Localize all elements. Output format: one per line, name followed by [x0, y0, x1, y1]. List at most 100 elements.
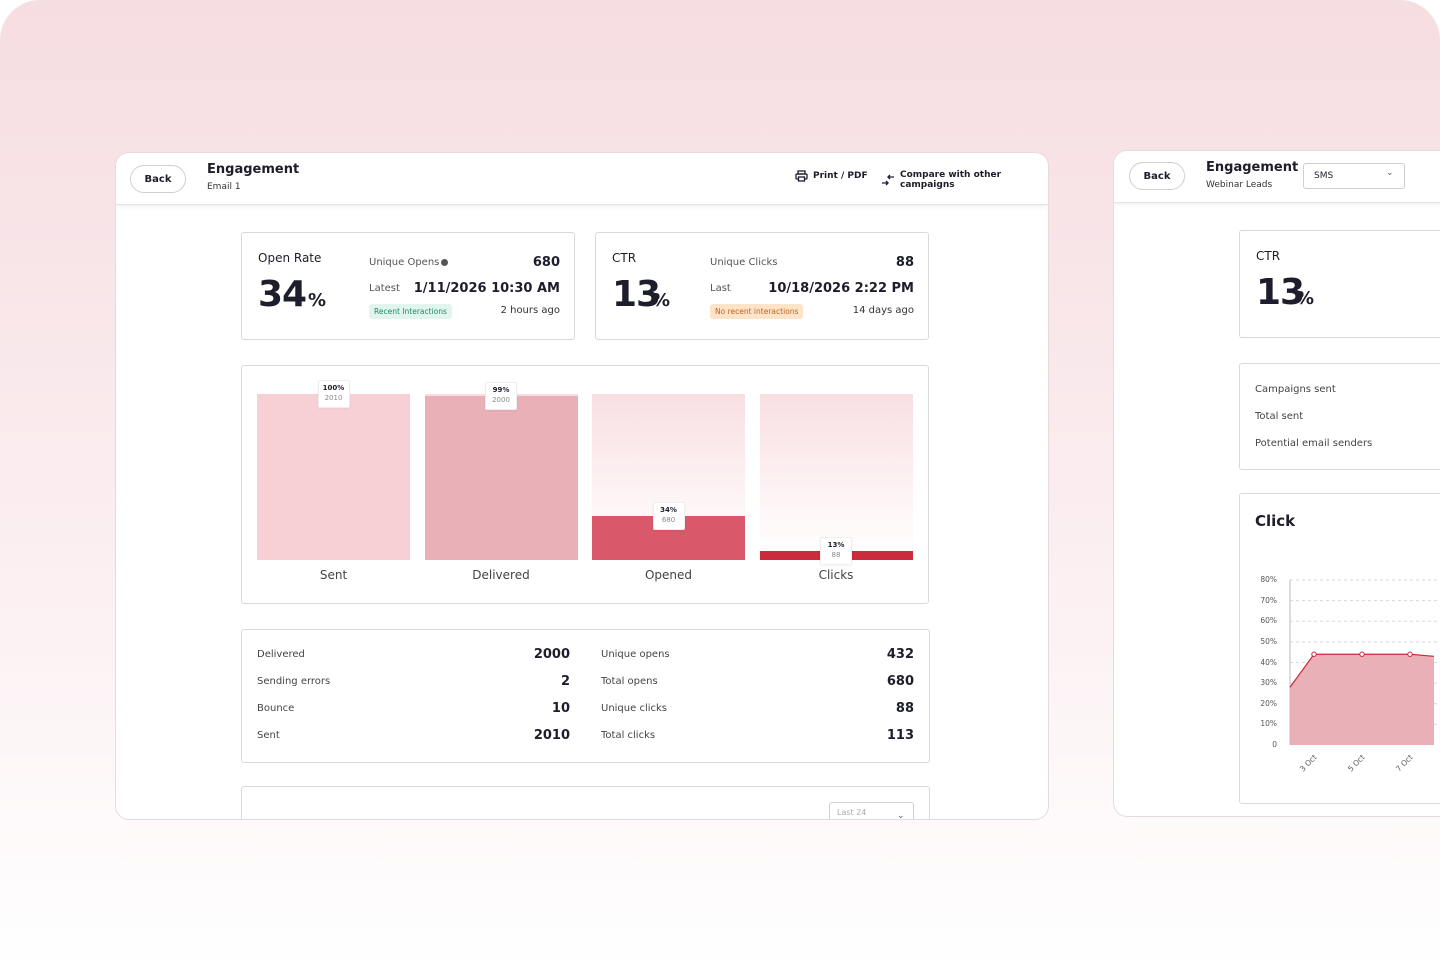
y-tick-label: 40%: [1260, 657, 1277, 667]
funnel-category-label: Opened: [644, 568, 693, 582]
stat-value: 10: [551, 701, 570, 716]
back-button[interactable]: Back: [1129, 162, 1185, 190]
funnel-value-tag: 100% 2010: [317, 380, 350, 408]
latest-label: Latest: [369, 283, 400, 294]
stat-label: Sending errors: [257, 676, 331, 687]
click-chart-card: Click 0 10% 20% 30% 40% 50% 60% 70% 80% 3 Oct 5 Oc…: [1239, 493, 1440, 804]
funnel-bar-sent: 100% 2010 Sent: [257, 380, 410, 594]
funnel-bar-opened: 34% 680 Opened: [592, 394, 745, 594]
stat-value: 2000: [533, 647, 570, 662]
print-pdf-button[interactable]: Print / PDF: [795, 170, 868, 182]
open-rate-title: Open Rate: [258, 251, 322, 265]
print-pdf-label: Print / PDF: [813, 171, 868, 181]
funnel-chart-card: 100% 2010 Sent 99% 2000 Delivered 34% 680 Opened…: [241, 365, 929, 604]
ctr-unit: %: [652, 290, 671, 311]
funnel-value-tag: 13% 88: [820, 537, 852, 565]
y-tick-label: 60%: [1260, 616, 1277, 626]
funnel-value-tag: 99% 2000: [485, 381, 517, 410]
stat-label: Unique clicks: [601, 703, 668, 714]
funnel-track: [257, 394, 410, 560]
funnel-count-label: 88: [831, 551, 841, 559]
y-tick-label: 70%: [1260, 595, 1277, 605]
chevron-down-icon: ⌄: [1386, 168, 1394, 178]
data-point[interactable]: [1311, 651, 1317, 657]
stat-label: Bounce: [257, 703, 295, 714]
click-area: [1290, 654, 1434, 745]
page-subtitle: Email 1: [207, 182, 241, 192]
ctr-title: CTR: [612, 251, 637, 265]
latest-value: 1/11/2026 10:30 AM: [413, 281, 560, 296]
funnel-count-label: 2010: [324, 394, 343, 402]
stat-label: Total opens: [601, 676, 658, 687]
range-select-value: Last 24: [837, 808, 867, 817]
stat-value: 88: [895, 701, 914, 716]
ctr-value: 13: [1256, 272, 1305, 313]
campaigns-sent-label: Campaigns sent: [1255, 384, 1336, 395]
funnel-track: [592, 394, 745, 560]
stat-label: Total clicks: [601, 730, 656, 741]
stat-label: Unique opens: [601, 649, 670, 660]
info-icon[interactable]: [441, 258, 449, 266]
click-chart-title: Click: [1255, 512, 1296, 530]
page-title: Engagement: [1206, 160, 1299, 175]
funnel-category-label: Sent: [319, 568, 348, 582]
y-tick-label: 20%: [1260, 698, 1277, 708]
total-sent-label: Total sent: [1255, 411, 1304, 422]
data-point[interactable]: [1407, 651, 1413, 657]
click-chart-svg: [1289, 579, 1440, 745]
page-subtitle: Webinar Leads: [1206, 180, 1273, 190]
compare-label: Compare with other campaigns: [900, 170, 1002, 190]
stat-value: 113: [886, 728, 914, 743]
y-tick-label: 0: [1272, 740, 1277, 749]
open-rate-unit: %: [308, 290, 327, 311]
stat-value: 432: [886, 647, 914, 662]
engagement-sms-window: Back Engagement Webinar Leads SMS ⌄ CTR …: [1113, 150, 1440, 817]
unique-opens-value: 680: [532, 255, 560, 270]
last-value: 10/18/2026 2:22 PM: [768, 281, 914, 296]
back-button[interactable]: Back: [130, 165, 186, 193]
data-point[interactable]: [1359, 651, 1365, 657]
unique-opens-label: Unique Opens: [369, 257, 449, 268]
top-bar: Back Engagement Email 1 Print / PDF Comp…: [116, 153, 1048, 205]
funnel-value-tag: 34% 680: [652, 502, 685, 530]
y-tick-label: 10%: [1260, 719, 1277, 729]
top-bar: Back Engagement Webinar Leads SMS ⌄: [1114, 151, 1440, 203]
compare-arrows-icon: [881, 174, 895, 186]
funnel-fill: [424, 395, 578, 560]
funnel-track: [424, 394, 578, 560]
stat-value: 2010: [533, 728, 570, 743]
funnel-percent-label: 100%: [322, 384, 345, 392]
ctr-value: 13: [612, 274, 661, 315]
funnel-percent-label: 13%: [827, 541, 845, 549]
stat-label: Delivered: [257, 649, 305, 660]
y-tick-label: 30%: [1260, 678, 1277, 688]
funnel-percent-label: 34%: [660, 506, 677, 514]
funnel-bar-delivered: 99% 2000 Delivered: [424, 381, 578, 594]
ctr-unit: %: [1296, 288, 1315, 309]
funnel-count-label: 2000: [492, 395, 510, 404]
funnel-fill: [257, 394, 410, 560]
ctr-card: CTR 13 %: [1239, 230, 1440, 338]
funnel-category-label: Delivered: [472, 568, 530, 582]
time-ago: 2 hours ago: [500, 305, 560, 316]
unique-clicks-label: Unique Clicks: [710, 257, 778, 268]
time-ago: 14 days ago: [852, 305, 914, 316]
compare-campaigns-button[interactable]: Compare with other campaigns: [881, 170, 1048, 190]
stat-value: 680: [886, 674, 914, 689]
no-recent-badge: No recent interactions: [710, 304, 804, 319]
last-label: Last: [710, 283, 731, 294]
channel-select-value: SMS: [1314, 171, 1334, 181]
funnel-category-label: Clicks: [818, 568, 854, 582]
channel-select[interactable]: SMS: [1303, 163, 1405, 189]
funnel-bar-clicks: 13% 88 Clicks: [759, 394, 913, 594]
engagement-window: Back Engagement Email 1 Print / PDF Comp…: [115, 152, 1049, 820]
recent-interactions-badge: Recent Interactions: [369, 304, 452, 319]
range-select[interactable]: Last 24: [829, 802, 914, 819]
summary-card: Campaigns sent Total sent Potential emai…: [1239, 363, 1440, 470]
ctr-title: CTR: [1256, 249, 1281, 263]
potential-senders-label: Potential email senders: [1255, 438, 1373, 449]
funnel-track: [759, 394, 913, 560]
unique-clicks-value: 88: [895, 255, 914, 270]
stats-card: Delivered 2000 Sending errors 2 Bounce 10 Sent…: [241, 629, 930, 763]
ctr-card: CTR 13 % Unique Clicks 88 Last 10/18/202…: [595, 232, 929, 340]
